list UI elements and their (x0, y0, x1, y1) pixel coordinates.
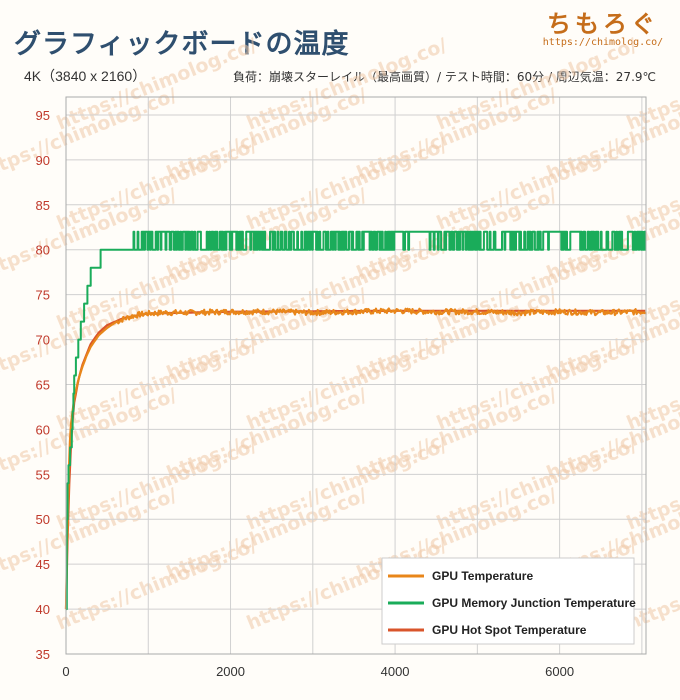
legend: GPU Temperature GPU Memory Junction Tempe… (381, 557, 636, 645)
y-axis-ticks: 35 40 45 50 55 60 65 70 75 80 85 90 95 (36, 108, 50, 662)
y-tick-label: 35 (36, 647, 50, 662)
y-tick-label: 50 (36, 512, 50, 527)
y-tick-label: 40 (36, 602, 50, 617)
resolution-label: 4K（3840 x 2160） (24, 68, 147, 84)
watermark-text: https://chimolog.co/ (54, 534, 261, 635)
x-axis-ticks: 0 2000 4000 6000 (62, 664, 574, 679)
y-tick-label: 85 (36, 198, 50, 213)
series-layer (64, 230, 647, 611)
brand-logo: ちもろぐ https://chimolog.co/ (538, 4, 668, 48)
y-tick-label: 55 (36, 467, 50, 482)
brand-name: ちもろぐ (547, 10, 659, 38)
y-tick-label: 45 (36, 557, 50, 572)
y-tick-label: 80 (36, 243, 50, 258)
y-tick-label: 65 (36, 377, 50, 392)
x-tick-label: 0 (62, 664, 69, 679)
y-tick-label: 70 (36, 333, 50, 348)
x-tick-label: 6000 (545, 664, 574, 679)
watermark-layer: https://chimolog.co/https://chimolog.co/… (0, 34, 680, 635)
brand-url: https://chimolog.co/ (542, 37, 664, 48)
gpu-temperature-line (64, 307, 646, 610)
y-tick-label: 75 (36, 288, 50, 303)
x-tick-label: 4000 (381, 664, 410, 679)
plot-frame (65, 96, 647, 655)
memory-junction-line (65, 230, 647, 611)
legend-hot-spot: GPU Hot Spot Temperature (388, 623, 587, 637)
y-tick-label: 60 (36, 422, 50, 437)
legend-gpu-temperature: GPU Temperature (388, 569, 533, 583)
chart-title: グラフィックボードの温度 (14, 29, 350, 60)
test-conditions: 負荷：崩壊スターレイル（最高画質）/ テスト時間：60分 / 周辺気温：27.9… (233, 70, 656, 84)
legend-label: GPU Memory Junction Temperature (432, 596, 636, 610)
legend-label: GPU Temperature (432, 569, 533, 583)
y-tick-label: 90 (36, 153, 50, 168)
x-tick-label: 2000 (216, 664, 245, 679)
legend-label: GPU Hot Spot Temperature (432, 623, 587, 637)
y-tick-label: 95 (36, 108, 50, 123)
legend-memory-junction: GPU Memory Junction Temperature (388, 596, 636, 610)
